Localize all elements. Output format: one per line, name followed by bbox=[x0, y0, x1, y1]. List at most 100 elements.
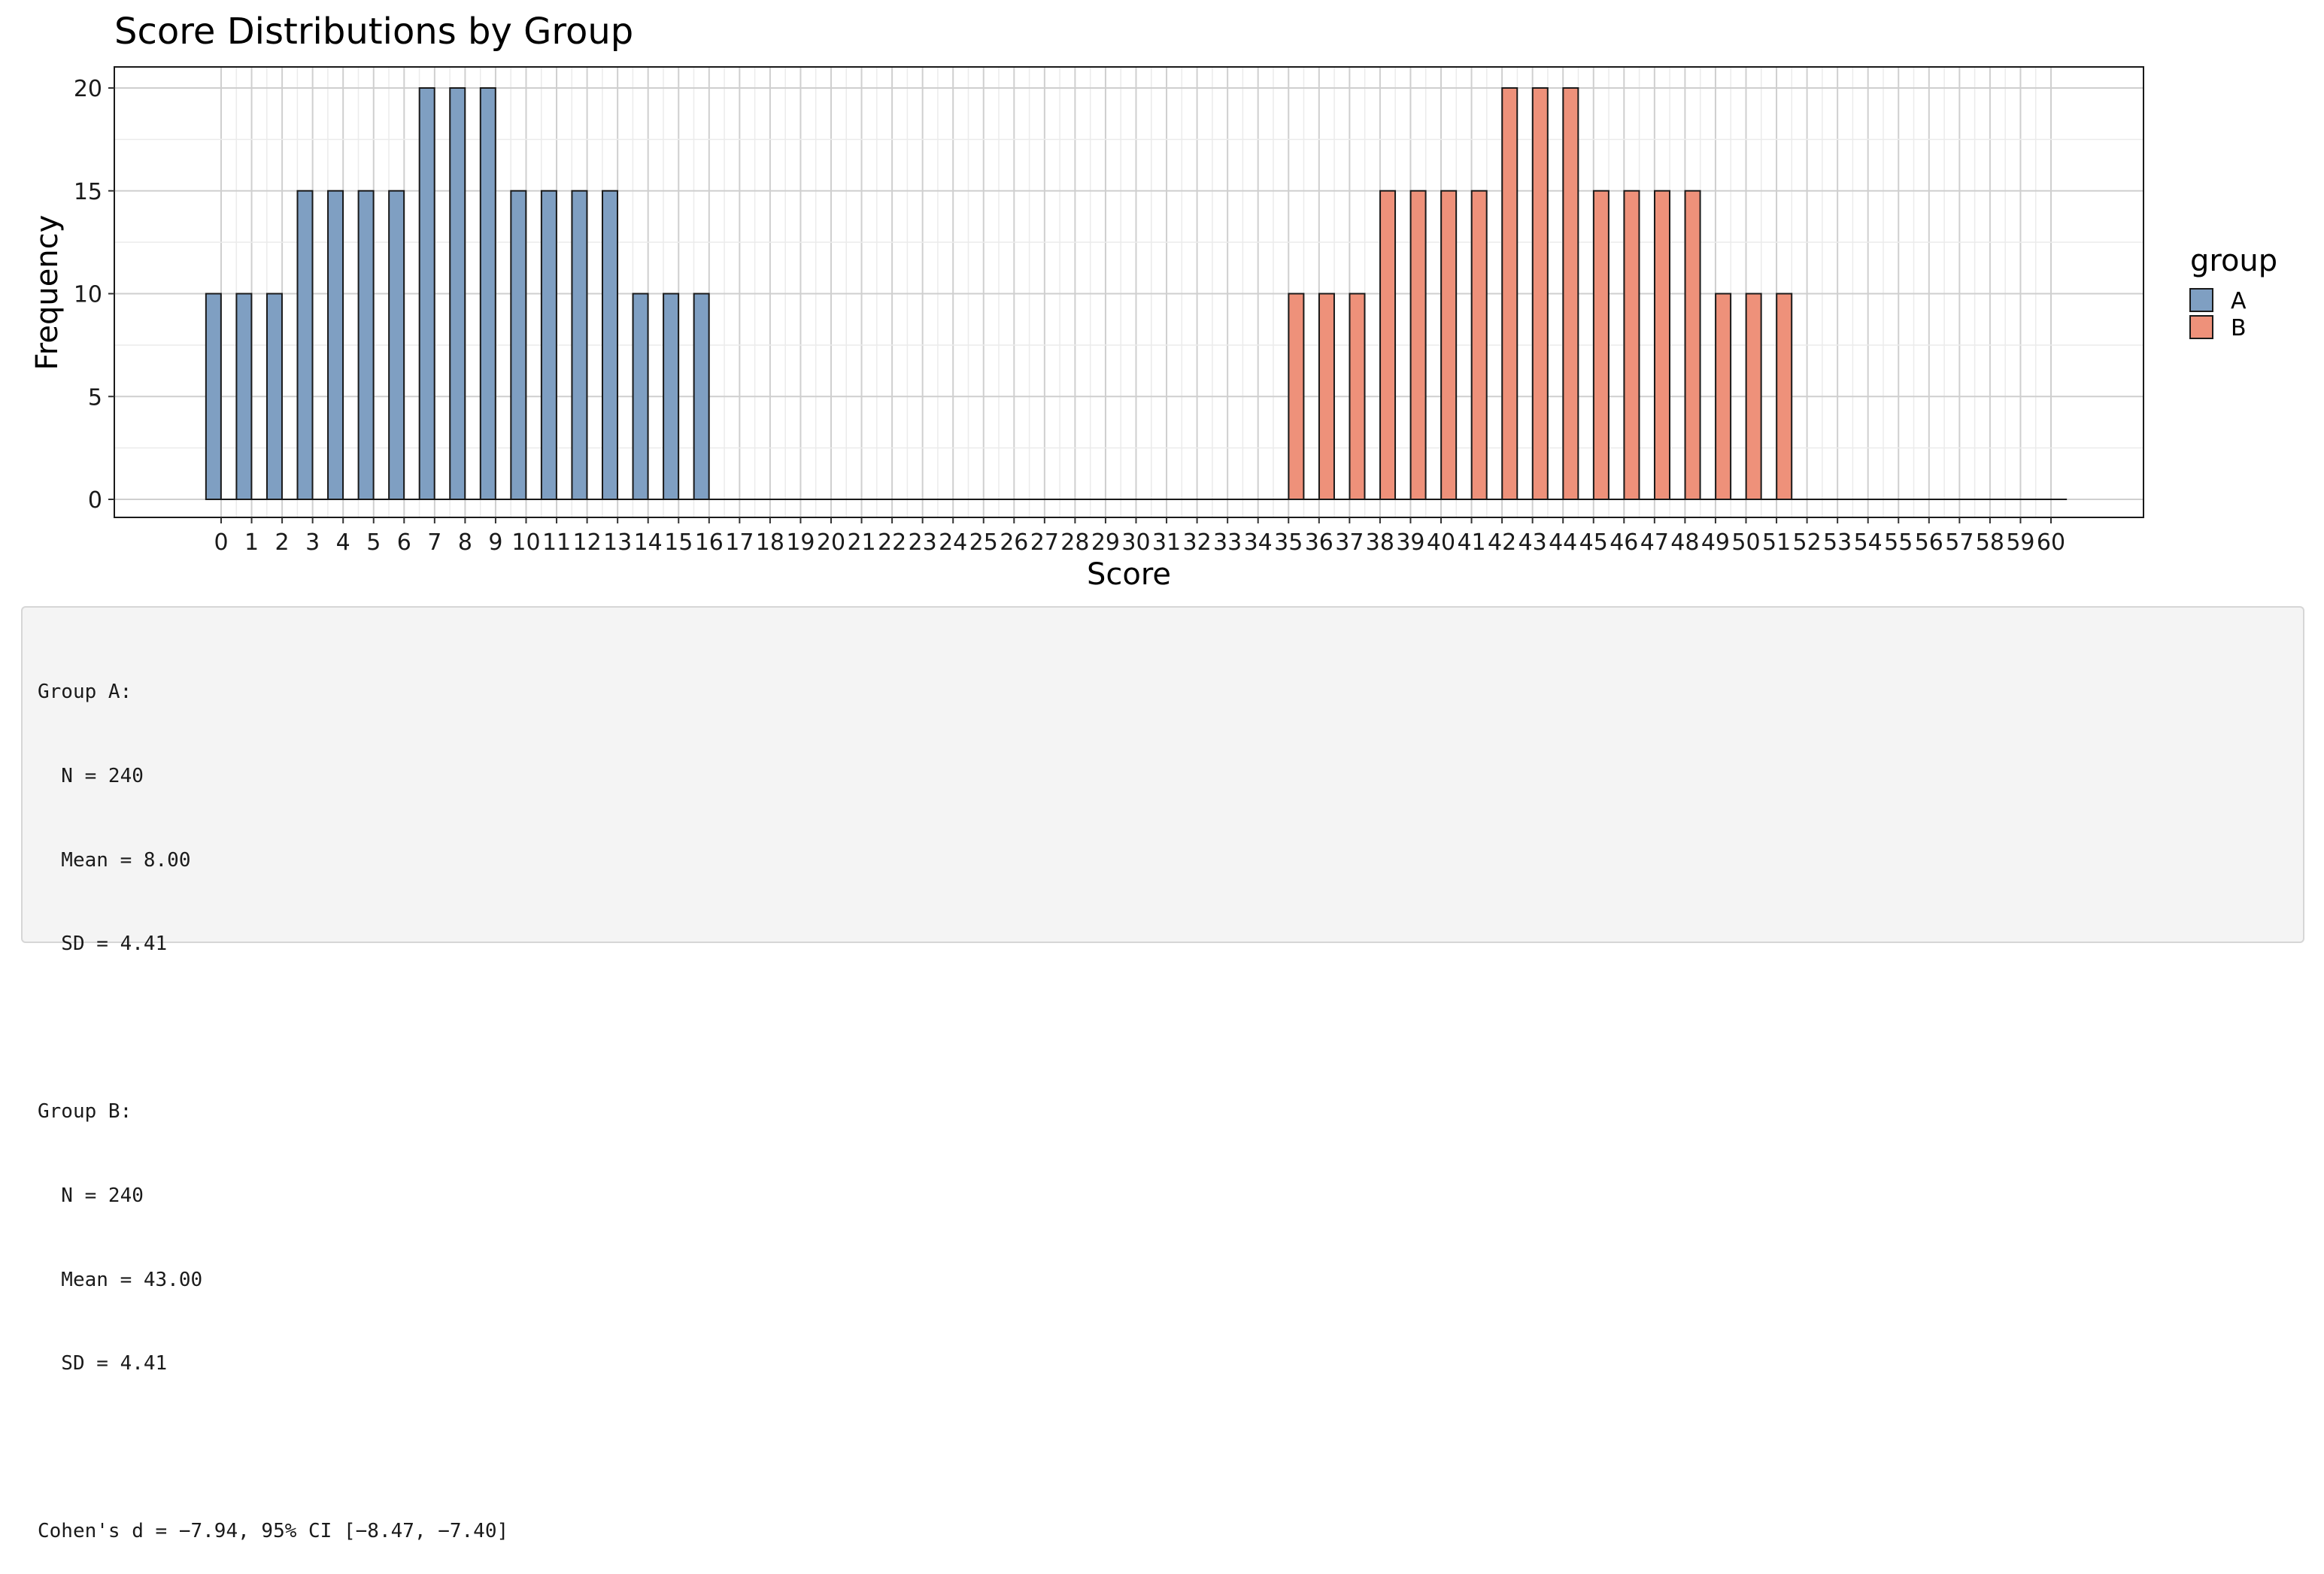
x-tick-label: 32 bbox=[1183, 529, 1212, 556]
y-tick-label: 0 bbox=[88, 487, 102, 514]
y-tick-label: 15 bbox=[74, 179, 102, 205]
x-tick-label: 16 bbox=[695, 529, 724, 556]
x-tick-label: 60 bbox=[2037, 529, 2065, 556]
bar-B-47 bbox=[1655, 191, 1670, 499]
x-tick-label: 41 bbox=[1457, 529, 1485, 556]
x-tick-label: 6 bbox=[397, 529, 411, 556]
bar-A-14 bbox=[633, 294, 648, 500]
x-tick-label: 33 bbox=[1213, 529, 1242, 556]
bar-B-50 bbox=[1746, 294, 1761, 500]
x-tick-label: 59 bbox=[2006, 529, 2034, 556]
x-tick-label: 23 bbox=[909, 529, 937, 556]
x-tick-label: 54 bbox=[1854, 529, 1883, 556]
x-tick-label: 14 bbox=[634, 529, 663, 556]
y-axis-ticks: 0 5 10 15 20 bbox=[74, 76, 114, 514]
x-tick-label: 31 bbox=[1152, 529, 1181, 556]
stats-line bbox=[38, 1434, 2288, 1462]
x-tick-label: 5 bbox=[366, 529, 381, 556]
bar-B-38 bbox=[1380, 191, 1395, 499]
x-tick-label: 35 bbox=[1274, 529, 1303, 556]
bar-B-39 bbox=[1411, 191, 1426, 499]
x-tick-label: 27 bbox=[1030, 529, 1059, 556]
bar-B-43 bbox=[1533, 88, 1548, 499]
legend-title: group bbox=[2190, 244, 2277, 278]
stats-line: N = 240 bbox=[38, 1182, 2288, 1210]
x-tick-label: 55 bbox=[1884, 529, 1913, 556]
stats-line bbox=[38, 1014, 2288, 1042]
x-tick-label: 3 bbox=[305, 529, 320, 556]
x-tick-label: 34 bbox=[1244, 529, 1273, 556]
y-tick-label: 5 bbox=[88, 384, 102, 411]
x-tick-label: 24 bbox=[939, 529, 967, 556]
bar-B-51 bbox=[1776, 294, 1792, 500]
legend-label-A: A bbox=[2231, 288, 2247, 314]
stats-line: SD = 4.41 bbox=[38, 1350, 2288, 1378]
bar-A-6 bbox=[389, 191, 404, 499]
x-tick-label: 42 bbox=[1488, 529, 1516, 556]
stats-line: Group B: bbox=[38, 1098, 2288, 1126]
stats-line: N = 240 bbox=[38, 763, 2288, 790]
x-tick-label: 15 bbox=[664, 529, 693, 556]
stats-line: SD = 4.41 bbox=[38, 930, 2288, 958]
bar-B-48 bbox=[1685, 191, 1701, 499]
bar-A-4 bbox=[328, 191, 343, 499]
bar-A-12 bbox=[572, 191, 587, 499]
bar-A-10 bbox=[511, 191, 526, 499]
bar-A-5 bbox=[359, 191, 374, 499]
stats-line: Mean = 43.00 bbox=[38, 1266, 2288, 1294]
bar-B-42 bbox=[1502, 88, 1517, 499]
bar-B-44 bbox=[1563, 88, 1578, 499]
x-tick-label: 21 bbox=[847, 529, 875, 556]
x-tick-label: 22 bbox=[878, 529, 906, 556]
legend: group AB bbox=[2190, 244, 2277, 341]
x-tick-label: 30 bbox=[1121, 529, 1150, 556]
x-axis-title: Score bbox=[1087, 557, 1171, 592]
x-tick-label: 17 bbox=[725, 529, 754, 556]
x-tick-label: 12 bbox=[573, 529, 602, 556]
score-distribution-chart: Score Distributions by Group 0 5 10 15 20 0 1… bbox=[0, 0, 2324, 602]
x-tick-label: 28 bbox=[1060, 529, 1089, 556]
x-tick-label: 38 bbox=[1366, 529, 1394, 556]
x-tick-label: 49 bbox=[1701, 529, 1730, 556]
bar-A-2 bbox=[267, 294, 282, 500]
legend-label-B: B bbox=[2231, 315, 2247, 341]
bar-B-37 bbox=[1350, 294, 1365, 500]
x-tick-label: 50 bbox=[1731, 529, 1760, 556]
bar-B-36 bbox=[1319, 294, 1334, 500]
x-tick-label: 9 bbox=[488, 529, 502, 556]
x-tick-label: 46 bbox=[1610, 529, 1638, 556]
x-tick-label: 56 bbox=[1915, 529, 1943, 556]
stats-line: Group A: bbox=[38, 678, 2288, 706]
x-tick-label: 52 bbox=[1793, 529, 1822, 556]
bar-A-16 bbox=[694, 294, 709, 500]
x-tick-label: 45 bbox=[1579, 529, 1608, 556]
legend-swatch-A bbox=[2190, 289, 2213, 311]
stats-line: Cohen's d = −7.94, 95% CI [−8.47, −7.40] bbox=[38, 1518, 2288, 1545]
y-tick-label: 20 bbox=[74, 76, 102, 102]
bar-A-8 bbox=[450, 88, 465, 499]
legend-swatch-B bbox=[2190, 316, 2213, 338]
bar-B-45 bbox=[1594, 191, 1609, 499]
x-tick-label: 48 bbox=[1670, 529, 1699, 556]
x-tick-label: 47 bbox=[1640, 529, 1669, 556]
x-tick-label: 4 bbox=[336, 529, 350, 556]
x-tick-label: 13 bbox=[603, 529, 632, 556]
x-tick-label: 26 bbox=[1000, 529, 1028, 556]
bar-B-40 bbox=[1441, 191, 1456, 499]
bar-A-0 bbox=[206, 294, 221, 500]
bar-B-49 bbox=[1716, 294, 1731, 500]
x-tick-label: 7 bbox=[427, 529, 441, 556]
stats-line: Mean = 8.00 bbox=[38, 847, 2288, 875]
bar-A-1 bbox=[236, 294, 251, 500]
x-tick-label: 1 bbox=[244, 529, 259, 556]
bar-A-15 bbox=[663, 294, 678, 500]
x-tick-label: 10 bbox=[511, 529, 540, 556]
bar-B-35 bbox=[1288, 294, 1303, 500]
x-tick-label: 43 bbox=[1518, 529, 1547, 556]
bar-A-3 bbox=[298, 191, 313, 499]
x-tick-label: 53 bbox=[1823, 529, 1852, 556]
x-tick-label: 57 bbox=[1945, 529, 1974, 556]
chart-title: Score Distributions by Group bbox=[114, 11, 633, 53]
y-tick-label: 10 bbox=[74, 282, 102, 308]
x-tick-label: 40 bbox=[1427, 529, 1455, 556]
